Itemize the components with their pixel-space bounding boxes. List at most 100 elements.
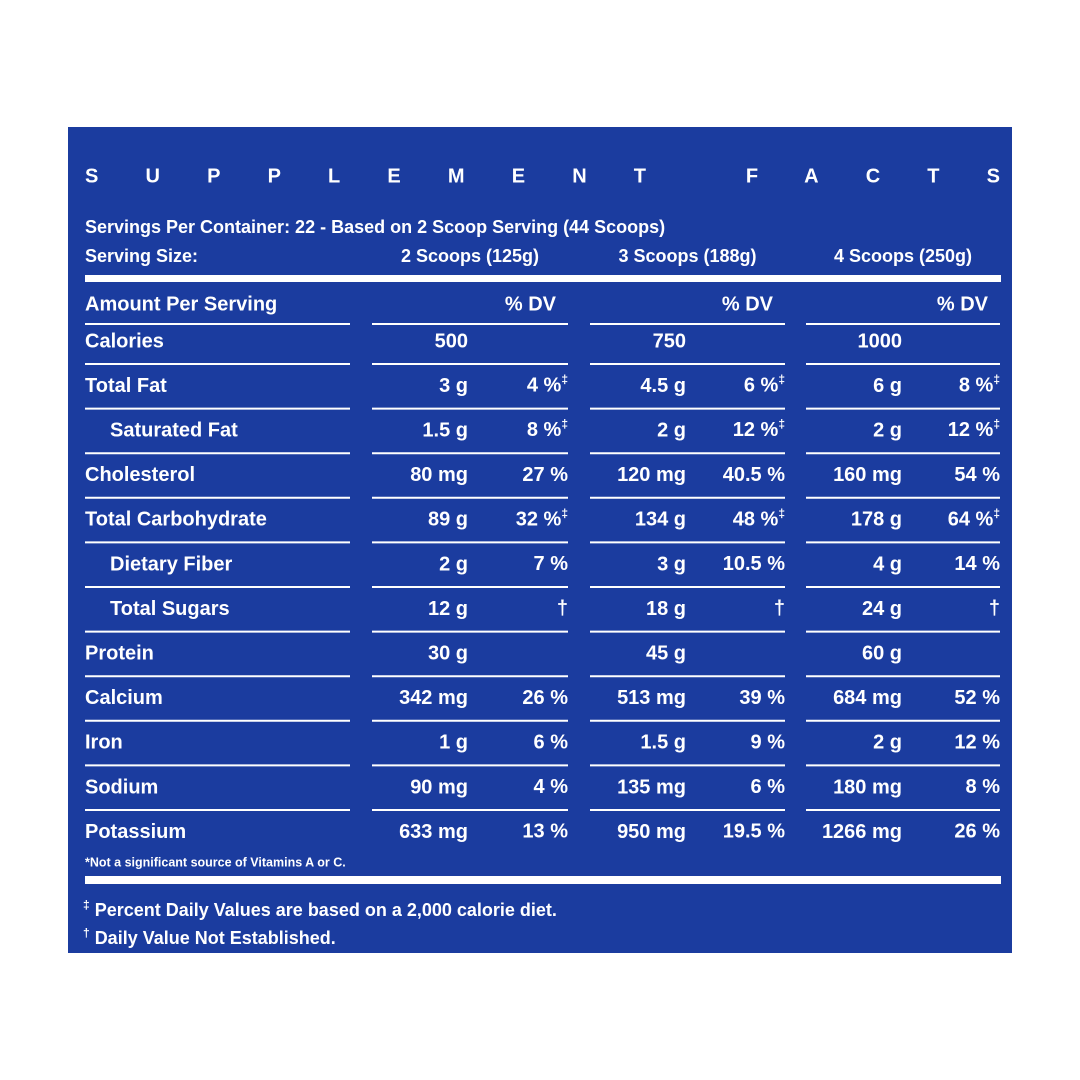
dv-header: % DV (937, 293, 989, 315)
dv-mark: ‡ (778, 507, 785, 521)
dv-value: † (774, 598, 785, 620)
row-label: Iron (85, 732, 123, 754)
amount: 24 g (862, 598, 902, 620)
amount: 134 g (635, 509, 686, 531)
row-label: Calories (85, 330, 164, 352)
row-label: Total Carbohydrate (85, 509, 267, 531)
daily-value: 64 %‡ (948, 507, 1000, 531)
row-label: Calcium (85, 687, 163, 709)
row-label: Potassium (85, 821, 186, 843)
amount: 950 mg (617, 821, 686, 843)
dv-value: 7 % (534, 553, 569, 575)
dv-mark: ‡ (778, 373, 785, 387)
daily-value: 8 % (966, 776, 1001, 798)
dv-mark: ‡ (993, 417, 1000, 431)
daily-value: 19.5 % (723, 821, 785, 843)
row-label: Total Fat (85, 375, 167, 397)
dv-value: 12 % (948, 419, 994, 441)
dv-value: 32 % (516, 509, 562, 531)
footnote: ‡ Percent Daily Values are based on a 2,0… (83, 898, 557, 920)
amount: 513 mg (617, 687, 686, 709)
daily-value: † (557, 598, 568, 620)
amount: 4.5 g (640, 375, 686, 397)
serving-size: 3 Scoops (188g) (618, 246, 756, 266)
amount: 1266 mg (822, 821, 902, 843)
daily-value: 14 % (954, 553, 1000, 575)
daily-value: 27 % (522, 464, 568, 486)
footnote-mark: ‡ (83, 898, 90, 912)
dv-header: % DV (722, 293, 774, 315)
dv-value: 52 % (954, 687, 1000, 709)
amount: 3 g (657, 553, 686, 575)
amount: 12 g (428, 598, 468, 620)
amount: 633 mg (399, 821, 468, 843)
amount: 180 mg (833, 776, 902, 798)
note: *Not a significant source of Vitamins A … (85, 855, 346, 869)
daily-value: 6 % (534, 732, 569, 754)
amount: 18 g (646, 598, 686, 620)
dv-value: 39 % (739, 687, 785, 709)
dv-value: 14 % (954, 553, 1000, 575)
amount: 60 g (862, 642, 902, 664)
row-label: Saturated Fat (110, 419, 238, 441)
daily-value: 9 % (751, 732, 786, 754)
dv-value: 4 % (534, 776, 569, 798)
daily-value: 10.5 % (723, 553, 785, 575)
serving-size: 4 Scoops (250g) (834, 246, 972, 266)
row-label: Sodium (85, 776, 158, 798)
dv-value: 13 % (522, 821, 568, 843)
amount: 1.5 g (422, 419, 468, 441)
dv-value: 8 % (527, 419, 562, 441)
amount: 89 g (428, 509, 468, 531)
daily-value: 4 % (534, 776, 569, 798)
daily-value: † (774, 598, 785, 620)
daily-value: 40.5 % (723, 464, 785, 486)
dv-value: 26 % (954, 821, 1000, 843)
dv-value: 12 % (733, 419, 779, 441)
row-label: Protein (85, 642, 154, 664)
daily-value: 52 % (954, 687, 1000, 709)
daily-value: 26 % (954, 821, 1000, 843)
amount: 500 (435, 330, 468, 352)
dv-value: 6 % (534, 732, 569, 754)
amount: 1 g (439, 732, 468, 754)
dv-mark: ‡ (561, 507, 568, 521)
dv-value: † (989, 598, 1000, 620)
dv-value: 10.5 % (723, 553, 785, 575)
amount: 120 mg (617, 464, 686, 486)
amount: 2 g (873, 732, 902, 754)
amount: 684 mg (833, 687, 902, 709)
dv-mark: ‡ (993, 507, 1000, 521)
amount: 342 mg (399, 687, 468, 709)
daily-value: 6 %‡ (744, 373, 785, 397)
amount: 2 g (873, 419, 902, 441)
dv-mark: ‡ (993, 373, 1000, 387)
amount: 2 g (439, 553, 468, 575)
amount: 750 (653, 330, 686, 352)
thick-rule (85, 876, 1001, 884)
amount: 1000 (858, 330, 903, 352)
amount: 178 g (851, 509, 902, 531)
dv-value: 19.5 % (723, 821, 785, 843)
daily-value: 13 % (522, 821, 568, 843)
footnote-text: Percent Daily Values are based on a 2,00… (95, 900, 557, 920)
amount: 45 g (646, 642, 686, 664)
daily-value: 48 %‡ (733, 507, 785, 531)
amount: 90 mg (410, 776, 468, 798)
dv-value: 6 % (751, 776, 786, 798)
dv-mark: ‡ (561, 417, 568, 431)
amount: 135 mg (617, 776, 686, 798)
footnote-text: Daily Value Not Established. (95, 928, 336, 948)
servings-per-container: Servings Per Container: 22 - Based on 2 … (85, 217, 665, 237)
dv-value: 8 % (966, 776, 1001, 798)
dv-value: 12 % (954, 732, 1000, 754)
dv-value: 4 % (527, 375, 562, 397)
dv-value: 9 % (751, 732, 786, 754)
dv-value: † (557, 598, 568, 620)
daily-value: 26 % (522, 687, 568, 709)
dv-header: % DV (505, 293, 557, 315)
daily-value: 8 %‡ (527, 417, 568, 441)
daily-value: 39 % (739, 687, 785, 709)
